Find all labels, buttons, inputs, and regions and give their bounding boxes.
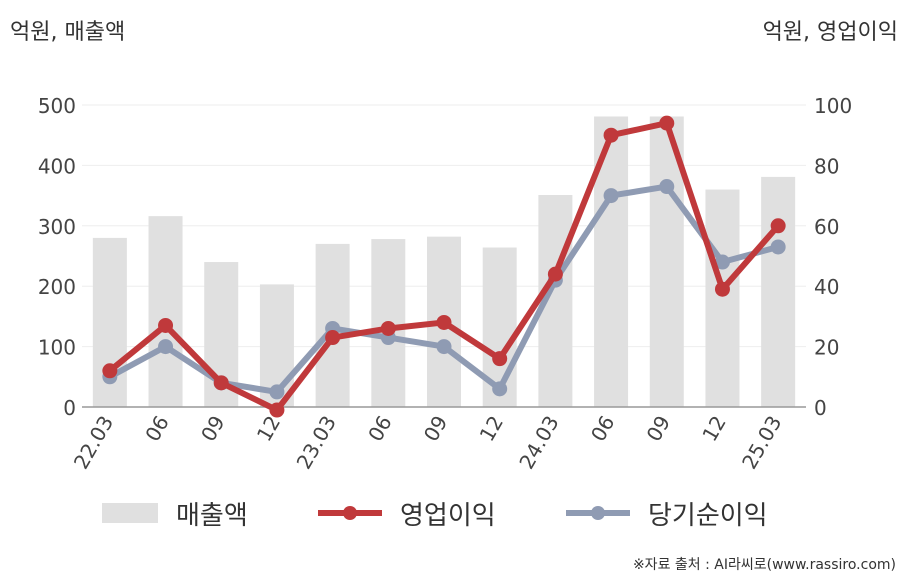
left-axis-unit: 억원, 매출액 bbox=[10, 20, 126, 45]
legend-swatch-revenue bbox=[102, 503, 158, 523]
right-y-tick-label: 80 bbox=[814, 154, 839, 178]
source-note: ※자료 출처 : AI라씨로(www.rassiro.com) bbox=[632, 557, 896, 573]
operating-profit-point bbox=[492, 351, 508, 367]
right-y-ticks: 0 20 40 60 80 100 bbox=[814, 94, 852, 420]
legend-item-revenue: 매출액 bbox=[102, 490, 248, 536]
operating-profit-point bbox=[659, 115, 675, 131]
operating-profit-point bbox=[714, 281, 730, 297]
operating-profit-point bbox=[325, 330, 341, 346]
right-y-tick-label: 20 bbox=[814, 336, 839, 360]
right-axis-unit: 억원, 영업이익 bbox=[762, 20, 898, 45]
x-tick-label: 06 bbox=[363, 412, 397, 446]
legend: 매출액 영업이익 당기순이익 bbox=[0, 490, 908, 540]
x-tick-label: 24.03 bbox=[514, 412, 563, 474]
revenue-bar bbox=[761, 176, 796, 407]
right-y-tick-label: 0 bbox=[814, 396, 827, 420]
x-tick-label: 22.03 bbox=[69, 412, 118, 474]
x-tick-label: 06 bbox=[140, 412, 174, 446]
legend-swatch-net-profit bbox=[566, 506, 630, 520]
net-profit-point bbox=[659, 179, 675, 195]
operating-profit-point bbox=[436, 314, 452, 330]
left-y-tick-label: 0 bbox=[63, 396, 76, 420]
net-profit-point bbox=[603, 188, 619, 204]
x-ticks: 22.03 06 09 12 23.03 06 09 12 24.03 06 09 12 25.03 bbox=[69, 412, 787, 474]
operating-profit-point bbox=[380, 320, 396, 336]
legend-label-net-profit: 당기순이익 bbox=[648, 500, 768, 531]
net-profit-point bbox=[714, 254, 730, 270]
net-profit-point bbox=[436, 339, 452, 355]
x-tick-label: 09 bbox=[419, 412, 453, 446]
net-profit-point bbox=[492, 381, 508, 397]
left-y-tick-label: 300 bbox=[38, 215, 76, 239]
operating-profit-series bbox=[102, 115, 786, 418]
operating-profit-point bbox=[269, 402, 285, 418]
legend-item-operating-profit: 영업이익 bbox=[318, 490, 496, 536]
x-tick-label: 12 bbox=[697, 412, 731, 446]
revenue-bar bbox=[705, 189, 740, 407]
right-y-tick-label: 100 bbox=[814, 94, 852, 118]
left-y-tick-label: 500 bbox=[38, 94, 76, 118]
left-y-ticks: 0 100 200 300 400 500 bbox=[38, 94, 76, 420]
x-tick-label: 23.03 bbox=[292, 412, 341, 474]
operating-profit-point bbox=[158, 317, 174, 333]
left-y-tick-label: 400 bbox=[38, 154, 76, 178]
left-y-tick-label: 100 bbox=[38, 336, 76, 360]
operating-profit-point bbox=[770, 218, 786, 234]
operating-profit-point bbox=[213, 375, 229, 391]
operating-profit-point bbox=[102, 363, 118, 379]
right-y-tick-label: 40 bbox=[814, 275, 839, 299]
revenue-bars bbox=[92, 116, 796, 407]
operating-profit-point bbox=[547, 266, 563, 282]
operating-profit-point bbox=[603, 127, 619, 143]
x-tick-label: 06 bbox=[586, 412, 620, 446]
x-tick-label: 09 bbox=[642, 412, 676, 446]
revenue-bar bbox=[148, 216, 183, 407]
right-y-tick-label: 60 bbox=[814, 215, 839, 239]
net-profit-point bbox=[269, 384, 285, 400]
combo-chart: 0 100 200 300 400 500 0 20 40 60 80 100 22.03 06 09 1… bbox=[38, 94, 852, 474]
legend-label-operating-profit: 영업이익 bbox=[400, 500, 496, 531]
x-tick-label: 09 bbox=[196, 412, 230, 446]
legend-label-revenue: 매출액 bbox=[176, 500, 248, 531]
legend-item-net-profit: 당기순이익 bbox=[566, 490, 768, 536]
net-profit-point bbox=[770, 239, 786, 255]
left-y-tick-label: 200 bbox=[38, 275, 76, 299]
net-profit-point bbox=[158, 339, 174, 355]
legend-swatch-operating-profit bbox=[318, 506, 382, 520]
x-tick-label: 12 bbox=[475, 412, 509, 446]
x-tick-label: 25.03 bbox=[737, 412, 786, 474]
